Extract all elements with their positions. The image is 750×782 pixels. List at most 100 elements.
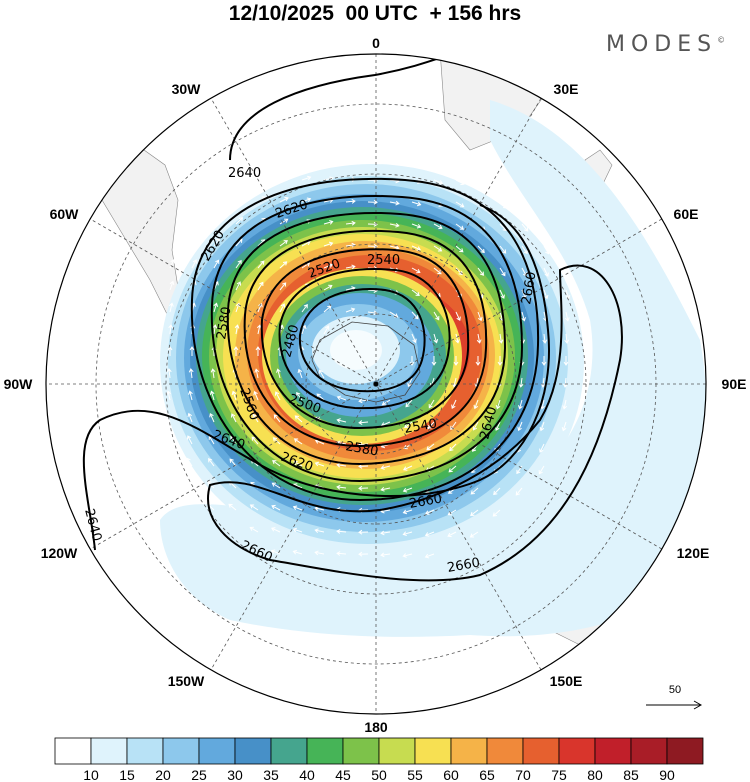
wind-vector (367, 221, 378, 227)
wind-vector (521, 245, 528, 255)
wind-vector (345, 198, 356, 204)
wind-vector (336, 418, 347, 423)
lon-label-120e: 120E (677, 545, 710, 561)
contour-label: 2660 (519, 270, 540, 305)
wind-vector (209, 412, 215, 423)
wind-vector (279, 196, 289, 203)
wind-vector (336, 395, 347, 401)
wind-vector (564, 311, 570, 322)
wind-vector (293, 460, 303, 467)
wind-vector (389, 245, 400, 250)
wind-vector (515, 487, 523, 496)
wind-vector (279, 240, 288, 247)
wind-vector (402, 553, 413, 558)
wind-vector (314, 528, 325, 534)
wind-vector (542, 333, 548, 344)
wind-vector (323, 263, 334, 269)
wind-vector (517, 421, 523, 432)
colorbar-label: 45 (335, 767, 351, 782)
wind-vector (323, 284, 333, 291)
wind-vector (257, 260, 265, 269)
wind-vector (447, 509, 457, 516)
map-boundary (45, 53, 707, 715)
wind-vector (213, 259, 220, 269)
wind-vector (271, 482, 281, 489)
wind-vector (539, 443, 545, 453)
colorbar-swatch (342, 737, 380, 765)
wind-vector (497, 356, 503, 366)
wind-vector (271, 527, 281, 533)
wind-vector (186, 457, 193, 467)
wind-vector (358, 463, 369, 469)
contour-2580 (210, 195, 524, 483)
wind-vector (257, 174, 267, 181)
lon-label-120w: 120W (41, 545, 78, 561)
lon-label-90w: 90W (4, 376, 34, 392)
wind-vector (449, 443, 457, 452)
wind-vector (518, 399, 523, 410)
wind-vector (345, 155, 356, 160)
wind-vector (187, 412, 193, 423)
wind-vector (296, 392, 303, 401)
wind-vector (213, 238, 220, 247)
contour-2520 (260, 248, 470, 430)
wind-vector (380, 530, 391, 536)
wind-vector (469, 531, 479, 538)
contour-2480 (298, 288, 426, 393)
wind-vector (448, 465, 457, 473)
colorbar-label: 85 (623, 767, 639, 782)
colorbar-swatch (414, 737, 452, 765)
wind-vector (358, 485, 369, 491)
wind-vector (336, 462, 347, 468)
contour-2560 (226, 212, 507, 466)
longitude-labels: 0 30E 60E 90E 120E 150E 180 150W 120W 90… (4, 35, 747, 735)
wind-vector (301, 175, 312, 181)
colorbar-swatch (54, 737, 92, 765)
colorbar-swatch (594, 737, 632, 765)
wind-vector (279, 282, 287, 291)
wind-vector (427, 421, 435, 430)
wind-vector (402, 531, 413, 537)
contour-label: 2540 (403, 416, 438, 437)
lon-label-150w: 150W (168, 673, 205, 689)
wind-vector (168, 324, 174, 335)
wind-vector (499, 289, 505, 299)
colorbar-label: 50 (371, 767, 387, 782)
wind-vector (292, 505, 303, 511)
wind-vector (235, 281, 242, 291)
wind-vector (433, 245, 443, 252)
colorbar-label: 70 (515, 767, 531, 782)
colorbar-label: 20 (155, 767, 171, 782)
wind-vector (213, 216, 221, 225)
wind-vector (455, 223, 465, 230)
wind-vector (477, 267, 484, 276)
wind-vector (499, 201, 508, 209)
wind-vector (323, 325, 330, 335)
contour-2500 (278, 268, 451, 410)
wind-vector (235, 217, 244, 225)
wind-vector (433, 223, 443, 230)
wind-vector (411, 245, 422, 251)
contour-2540 (243, 229, 488, 448)
wind-vector (301, 324, 307, 335)
wind-reference-arrowhead (693, 700, 703, 710)
wind-vector (231, 390, 237, 401)
wind-vector (411, 289, 420, 296)
wind-vector (562, 377, 568, 388)
wind-vector (191, 237, 198, 247)
wind-vector (452, 377, 457, 388)
wind-vector (389, 222, 400, 228)
wind-vector (235, 195, 244, 203)
wind-vector (336, 529, 347, 534)
wind-vector (411, 223, 422, 229)
wind-vector (165, 434, 171, 445)
wind-vector (233, 346, 239, 356)
contour-label: 2660 (446, 555, 481, 576)
wind-vector (169, 280, 175, 291)
wind-vector (433, 157, 444, 163)
wind-vector (188, 368, 194, 379)
wind-vector (318, 369, 325, 379)
wind-vector (358, 529, 369, 535)
wind-vector (292, 527, 303, 533)
wind-vector (169, 302, 174, 313)
